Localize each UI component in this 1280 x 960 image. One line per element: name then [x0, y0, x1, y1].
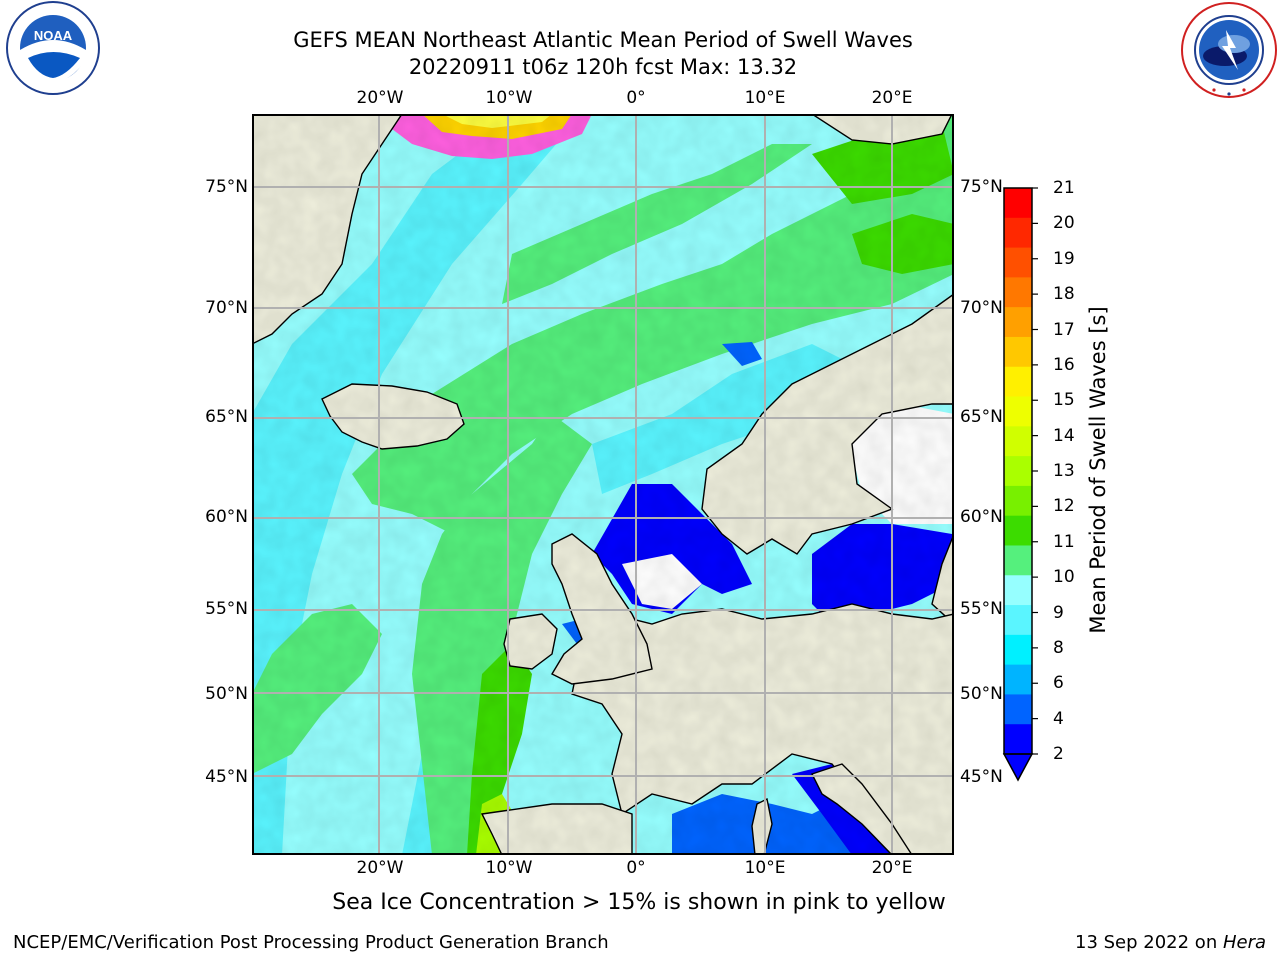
colorbar-segment	[1004, 336, 1032, 368]
colorbar-segment	[1004, 396, 1032, 427]
colorbar-segment	[1004, 545, 1032, 576]
colorbar-segment	[1004, 694, 1032, 725]
lon-tick-bottom: 10°W	[485, 858, 533, 878]
colorbar-tick-label: 17	[1053, 319, 1075, 340]
colorbar-tick-label: 15	[1053, 390, 1075, 411]
colorbar-tick-label: 11	[1053, 531, 1075, 552]
colorbar-tick-label: 18	[1053, 284, 1075, 305]
colorbar-tick-label: 2	[1053, 744, 1064, 764]
colorbar-segment	[1004, 485, 1032, 517]
sea-ice-note: Sea Ice Concentration > 15% is shown in …	[332, 890, 946, 915]
map-title: GEFS MEAN Northeast Atlantic Mean Period…	[293, 28, 913, 52]
lat-tick-right: 45°N	[960, 767, 1003, 787]
lat-tick-left: 65°N	[205, 407, 248, 427]
map-frame	[252, 114, 954, 855]
lat-tick-right: 55°N	[960, 599, 1003, 619]
lon-tick-bottom: 0°	[626, 858, 646, 878]
swell-period-map	[252, 114, 954, 855]
colorbar-tick-label: 8	[1053, 637, 1064, 658]
colorbar-segment	[1004, 277, 1032, 308]
lat-tick-right: 65°N	[960, 407, 1003, 427]
colorbar-tick-label: 4	[1053, 708, 1064, 729]
colorbar-segment	[1004, 724, 1032, 755]
colorbar-tick-label: 16	[1053, 354, 1075, 375]
lon-tick-top: 0°	[626, 88, 646, 108]
lon-tick-top: 20°E	[871, 88, 913, 108]
lat-tick-right: 70°N	[960, 298, 1003, 318]
colorbar-segment	[1004, 456, 1032, 487]
colorbar-tick-label: 10	[1053, 567, 1075, 588]
colorbar-segment	[1004, 366, 1032, 398]
lon-tick-bottom: 20°W	[356, 858, 404, 878]
noaa-logo: NOAA	[6, 1, 100, 95]
lon-tick-top: 20°W	[356, 88, 404, 108]
colorbar-segment	[1004, 605, 1032, 636]
lon-tick-top: 10°E	[744, 88, 786, 108]
map-subtitle: 20220911 t06z 120h fcst Max: 13.32	[408, 55, 798, 79]
colorbar-segment	[1004, 634, 1032, 666]
colorbar-segment	[1004, 575, 1032, 606]
colorbar-tick-label: 19	[1053, 248, 1075, 269]
lat-tick-left: 50°N	[205, 684, 248, 704]
colorbar-tick-label: 12	[1053, 496, 1075, 517]
lat-tick-left: 55°N	[205, 599, 248, 619]
lat-tick-right: 50°N	[960, 684, 1003, 704]
colorbar-extend-arrow	[1002, 753, 1034, 782]
footer-credit: NCEP/EMC/Verification Post Processing Pr…	[13, 932, 609, 953]
colorbar-tick-label: 6	[1053, 673, 1064, 694]
footer-date-text: 13 Sep 2022 on	[1075, 932, 1223, 953]
lat-tick-left: 75°N	[205, 177, 248, 197]
footer-host: Hera	[1222, 932, 1266, 953]
colorbar	[1002, 187, 1038, 782]
lat-tick-right: 60°N	[960, 507, 1003, 527]
lat-tick-left: 70°N	[205, 298, 248, 318]
lat-tick-left: 45°N	[205, 767, 248, 787]
lon-tick-bottom: 10°E	[744, 858, 786, 878]
lon-tick-bottom: 20°E	[871, 858, 913, 878]
colorbar-tick-label: 14	[1053, 425, 1075, 446]
colorbar-tick-label: 13	[1053, 461, 1075, 481]
lat-tick-right: 75°N	[960, 177, 1003, 197]
colorbar-tick-label: 9	[1053, 602, 1064, 623]
graticule	[252, 114, 954, 855]
lon-tick-top: 10°W	[485, 88, 533, 108]
colorbar-tick-label: 20	[1053, 213, 1075, 234]
footer-date: 13 Sep 2022 on Hera	[1075, 932, 1266, 953]
colorbar-segment	[1004, 664, 1032, 695]
colorbar-segment	[1004, 307, 1032, 338]
colorbar-segment	[1004, 217, 1032, 249]
colorbar-segment	[1004, 188, 1032, 219]
colorbar-title: Mean Period of Swell Waves [s]	[1086, 306, 1110, 634]
lat-tick-left: 60°N	[205, 507, 248, 527]
colorbar-segment	[1004, 247, 1032, 278]
colorbar-tick-label: 21	[1053, 178, 1075, 198]
nws-logo	[1181, 2, 1277, 98]
colorbar-segment	[1004, 426, 1032, 457]
noaa-logo-text: NOAA	[34, 28, 73, 43]
colorbar-segment	[1004, 515, 1032, 546]
